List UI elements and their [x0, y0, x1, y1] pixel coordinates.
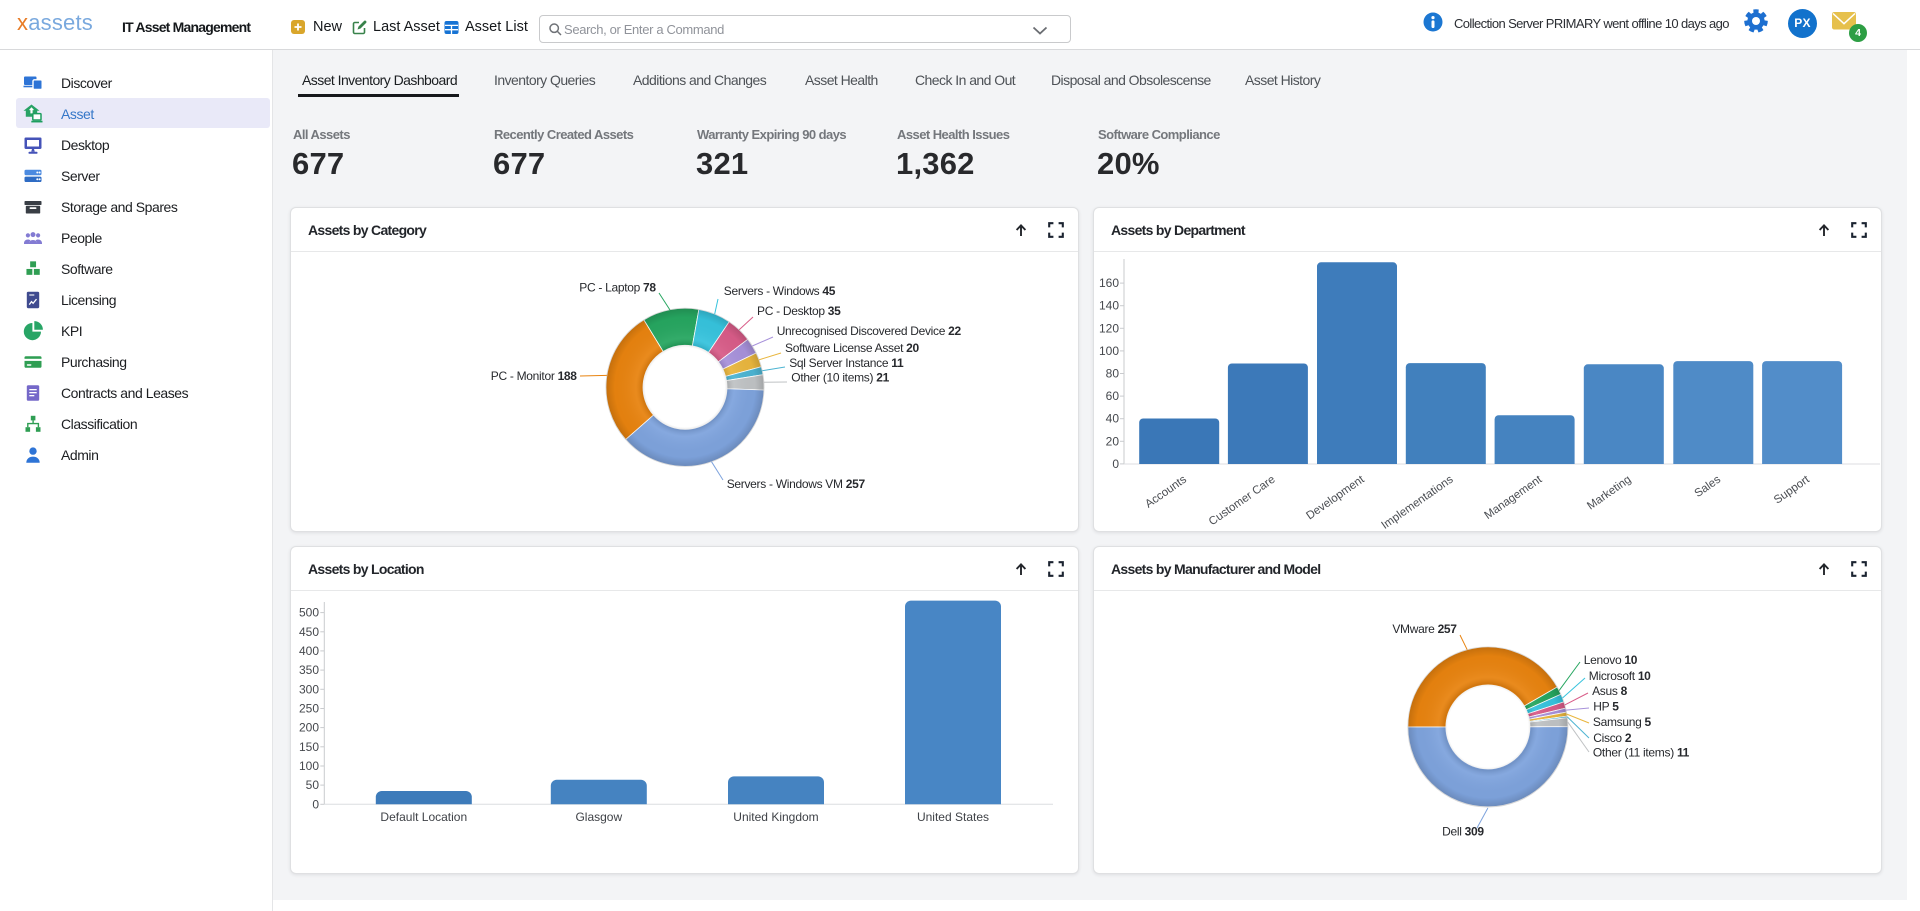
svg-text:Sql Server Instance 11: Sql Server Instance 11	[789, 356, 904, 370]
svg-text:Accounts: Accounts	[1143, 473, 1189, 510]
svg-text:Customer Care: Customer Care	[1207, 474, 1278, 529]
svg-text:160: 160	[1099, 276, 1119, 290]
svg-text:450: 450	[299, 625, 319, 639]
svg-text:Other (11 items) 11: Other (11 items) 11	[1593, 745, 1690, 759]
svg-text:Samsung 5: Samsung 5	[1593, 715, 1652, 729]
svg-text:United Kingdom: United Kingdom	[733, 810, 818, 824]
svg-text:Asus 8: Asus 8	[1592, 684, 1628, 698]
svg-text:Default Location: Default Location	[380, 810, 467, 824]
svg-text:100: 100	[299, 759, 319, 773]
svg-text:350: 350	[299, 663, 319, 677]
svg-text:150: 150	[299, 740, 319, 754]
svg-text:400: 400	[299, 644, 319, 658]
svg-text:Glasgow: Glasgow	[575, 810, 622, 824]
svg-text:Dell 309: Dell 309	[1442, 825, 1484, 839]
svg-text:PC - Monitor 188: PC - Monitor 188	[491, 369, 578, 383]
svg-text:Development: Development	[1304, 473, 1367, 522]
svg-text:Microsoft 10: Microsoft 10	[1589, 669, 1651, 683]
svg-text:50: 50	[306, 778, 320, 792]
svg-text:Sales: Sales	[1693, 473, 1724, 499]
svg-text:80: 80	[1106, 367, 1120, 381]
svg-text:United States: United States	[917, 810, 989, 824]
svg-text:HP 5: HP 5	[1593, 700, 1619, 714]
svg-text:120: 120	[1099, 321, 1119, 335]
svg-text:Unrecognised Discovered Device: Unrecognised Discovered Device 22	[777, 324, 962, 338]
svg-text:100: 100	[1099, 344, 1119, 358]
svg-text:200: 200	[299, 721, 319, 735]
svg-text:40: 40	[1106, 412, 1120, 426]
svg-text:Marketing: Marketing	[1585, 474, 1633, 513]
svg-text:Other (10 items) 21: Other (10 items) 21	[791, 371, 889, 385]
svg-text:Servers - Windows 45: Servers - Windows 45	[724, 284, 836, 298]
svg-text:Servers - Windows VM 257: Servers - Windows VM 257	[727, 477, 866, 491]
svg-text:0: 0	[1112, 457, 1119, 471]
svg-text:500: 500	[299, 606, 319, 620]
svg-text:PC - Desktop 35: PC - Desktop 35	[757, 304, 841, 318]
svg-text:300: 300	[299, 682, 319, 696]
svg-text:0: 0	[312, 797, 319, 811]
svg-text:PC - Laptop 78: PC - Laptop 78	[579, 281, 656, 295]
svg-text:Implementations: Implementations	[1380, 473, 1456, 531]
svg-text:Management: Management	[1482, 473, 1545, 522]
svg-text:Cisco 2: Cisco 2	[1593, 731, 1632, 745]
svg-text:250: 250	[299, 702, 319, 716]
svg-text:VMware 257: VMware 257	[1392, 622, 1457, 636]
svg-text:Support: Support	[1772, 473, 1813, 506]
svg-text:Lenovo 10: Lenovo 10	[1584, 653, 1638, 667]
svg-text:20: 20	[1106, 434, 1120, 448]
svg-text:Software License Asset 20: Software License Asset 20	[785, 341, 920, 355]
svg-text:60: 60	[1106, 389, 1120, 403]
svg-text:140: 140	[1099, 299, 1119, 313]
